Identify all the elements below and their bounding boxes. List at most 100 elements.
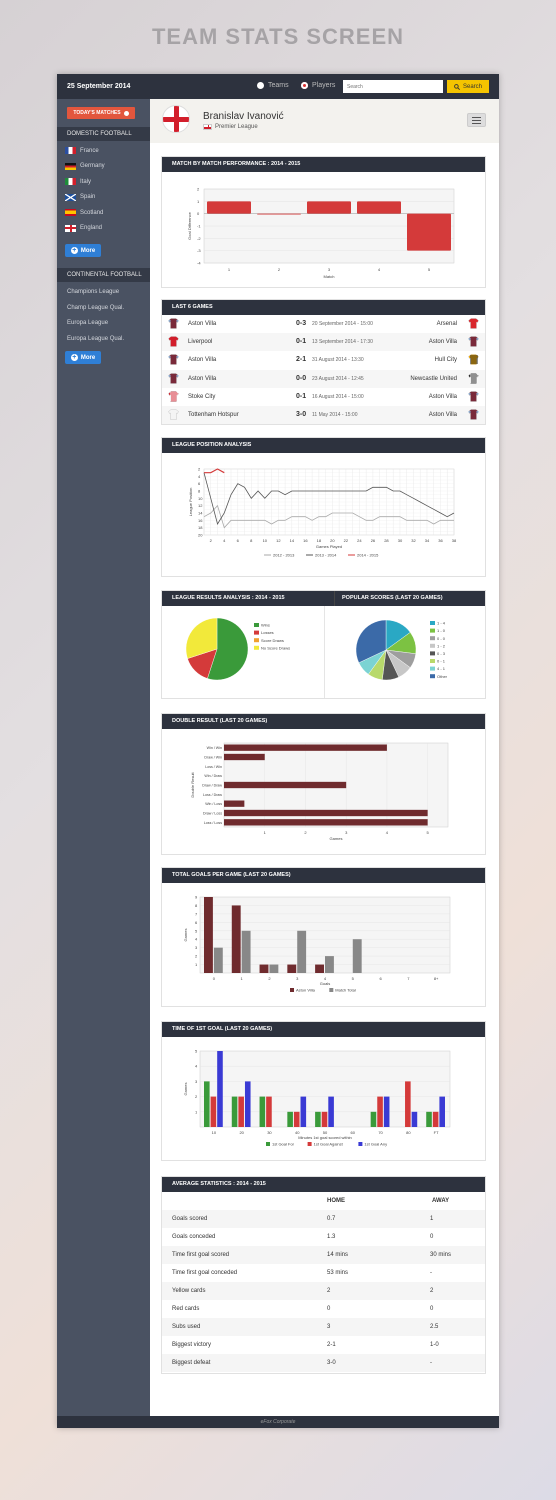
table-row[interactable]: Tottenham Hotspur 3-0 11 May 2014 - 15:00 A… [162, 406, 485, 424]
y-tick-label: 6 [198, 481, 201, 486]
sidebar-item-spain[interactable]: Spain [65, 193, 95, 201]
stat-label: Red cards [172, 1306, 200, 1312]
more-continental-button[interactable]: + More [65, 351, 101, 364]
y-tick-label: -2 [197, 236, 201, 241]
y-tick-label: 4 [195, 937, 198, 942]
x-tick-label: 70 [378, 1130, 383, 1135]
away-value: 1-0 [430, 1342, 439, 1348]
x-tick-label: 18 [317, 538, 322, 543]
y-axis-label: Games [183, 929, 188, 942]
score: 3-0 [296, 411, 307, 418]
search-button[interactable]: Search [447, 80, 489, 93]
legend-label: 0 - 0 [437, 636, 446, 641]
bar-1stGoalAgainst-FT [432, 1111, 439, 1127]
todays-matches-button[interactable]: TODAY'S MATCHES [67, 107, 135, 119]
x-tick-label: 12 [276, 538, 281, 543]
x-tick-label: 16 [303, 538, 308, 543]
away-value: 0 [430, 1306, 434, 1312]
table-row: Subs used 3 2.5 [162, 1318, 485, 1336]
y-tick-label: 8 [198, 489, 201, 494]
england-flag-icon [162, 105, 190, 133]
menu-button[interactable] [467, 113, 486, 127]
search-input[interactable] [343, 80, 443, 93]
table-row[interactable]: Aston Villa 2-1 31 August 2014 - 13:30 Hull… [162, 351, 485, 369]
away-team: Newcastle United [410, 375, 457, 382]
players-radio[interactable]: Players [301, 82, 335, 89]
more-domestic-button[interactable]: + More [65, 244, 101, 257]
legend-swatch [430, 659, 435, 663]
legend-swatch [430, 674, 435, 679]
teams-radio[interactable]: Teams [257, 82, 289, 89]
x-axis-label: Minutes 1st goal scored within [298, 1135, 352, 1140]
table-row: Time first goal scored 14 mins 30 mins [162, 1246, 485, 1264]
legend-label: 1 - 2 [437, 643, 446, 648]
sidebar-item-england[interactable]: England [65, 224, 102, 232]
y-tick-label: Loss / Loss [204, 821, 222, 825]
match-performance-panel: MATCH BY MATCH PERFORMANCE : 2014 - 2015… [161, 156, 486, 288]
legend-swatch [430, 666, 435, 671]
bar-1stGoalAgainst-50 [321, 1111, 328, 1127]
table-row[interactable]: Aston Villa 0-0 23 August 2014 - 12:45 Newc… [162, 369, 485, 388]
current-date: 25 September 2014 [67, 83, 131, 90]
legend-label: 1 - 0 [437, 628, 446, 633]
home-value: 0.7 [327, 1216, 336, 1222]
germany-flag-icon [65, 162, 76, 170]
home-team: Aston Villa [188, 375, 217, 382]
match-date: 16 August 2014 - 15:00 [312, 393, 364, 400]
france-flag-icon [65, 147, 76, 154]
y-tick-label: 0 [197, 211, 200, 216]
table-row[interactable]: Liverpool 0-1 13 September 2014 - 17:30 Ast… [162, 333, 485, 352]
legend-label: Wins [261, 623, 270, 628]
legend-label: 1st Goal Against [314, 1142, 344, 1147]
sidebar-item-continental[interactable]: Champions League [67, 289, 120, 295]
bar-AstonVilla-1 [231, 905, 241, 973]
x-tick-label: 7 [407, 976, 410, 981]
away-value: 30 mins [430, 1252, 452, 1258]
sidebar-item-label: France [80, 147, 99, 154]
italy-flag-icon [65, 178, 76, 185]
x-tick-label: 4 [324, 976, 327, 981]
home-value: 3 [327, 1324, 331, 1330]
legend-label: 0 - 3 [437, 651, 446, 656]
y-tick-label: 10 [198, 496, 203, 501]
x-tick-label: 40 [295, 1130, 300, 1135]
y-tick-label: 3 [195, 945, 198, 950]
table-row: Goals scored 0.7 1 [162, 1210, 485, 1228]
sidebar-item-scotland[interactable]: Scotland [65, 209, 103, 216]
x-tick-label: 8 [250, 538, 253, 543]
footer: eFox Corporate [57, 1416, 499, 1428]
bar-MatchTotal-4 [325, 956, 334, 973]
sidebar-item-continental[interactable]: Europa League Qual. [67, 335, 125, 342]
legend-swatch [254, 638, 259, 643]
england-flag-icon [65, 224, 76, 232]
bar-Win/Win [224, 744, 387, 751]
double-result-panel: DOUBLE RESULT (LAST 20 GAMES) 1 2 3 4 5 Win /… [161, 713, 486, 855]
x-tick-label: 8+ [434, 976, 439, 981]
legend-label: Aston Villa [296, 988, 316, 993]
y-tick-label: 5 [195, 928, 198, 933]
y-tick-label: Loss / Draw [203, 793, 222, 797]
sidebar-item-germany[interactable]: Germany [65, 162, 105, 170]
legend-swatch [307, 1142, 312, 1146]
sidebar-item-italy[interactable]: Italy [65, 178, 91, 185]
bar-1stGoalAgainst-30 [266, 1096, 272, 1127]
home-team: Liverpool [188, 339, 213, 346]
series-line-2012-2013 [203, 504, 454, 529]
y-tick-label: 5 [195, 1049, 198, 1054]
bar-MatchTotal-0 [213, 947, 223, 973]
sidebar-item-continental[interactable]: Champ League Qual. [67, 304, 125, 311]
legend-label: 2013 - 2014 [315, 553, 337, 558]
bar-AstonVilla-2 [259, 964, 269, 973]
sidebar-item-france[interactable]: France [65, 147, 99, 154]
legend-swatch [430, 621, 435, 625]
table-row: Yellow cards 2 2 [162, 1282, 485, 1300]
table-row[interactable]: Stoke City 0-1 16 August 2014 - 15:00 Aston… [162, 388, 485, 406]
legend-swatch [358, 1142, 363, 1146]
legend-label: 2014 - 2015 [357, 553, 379, 558]
table-row[interactable]: Aston Villa 0-3 20 September 2014 - 15:00 A… [162, 315, 485, 333]
sidebar-item-continental[interactable]: Europa League [67, 320, 109, 326]
bar-1stGoalAgainst-20 [238, 1096, 244, 1127]
radio-off-icon [257, 82, 264, 89]
bar-AstonVilla-3 [287, 964, 297, 973]
away-team: Aston Villa [428, 339, 457, 346]
